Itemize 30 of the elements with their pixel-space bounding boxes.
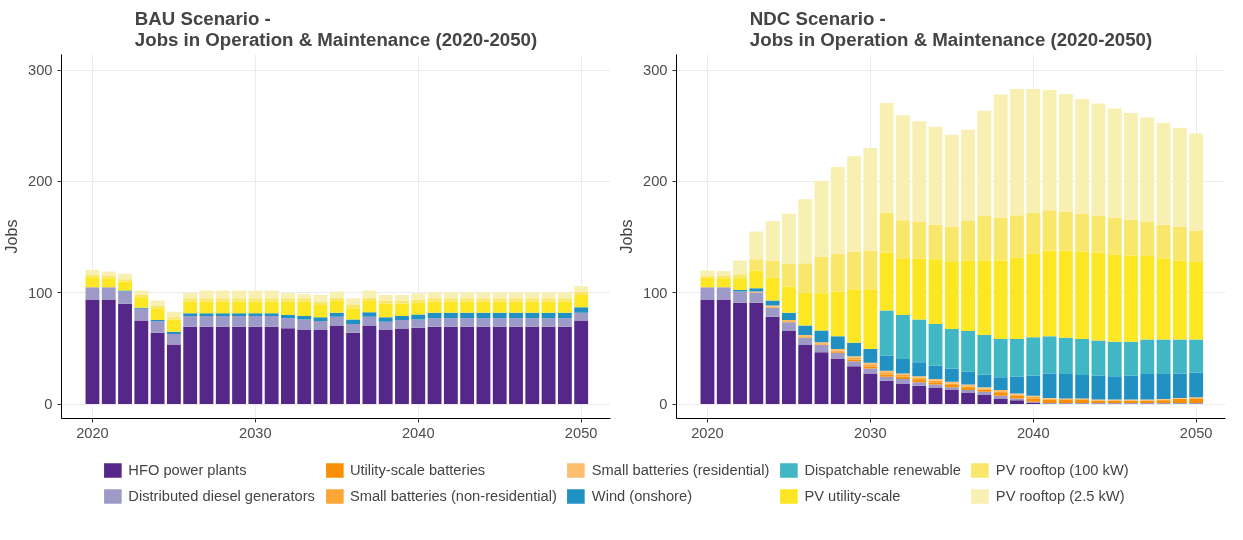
legend-label: Wind (onshore) (591, 487, 693, 504)
y-tick-label: 0 (44, 396, 53, 413)
x-tick-label: 2030 (239, 424, 272, 441)
legend-label: PV rooftop (100 kW) (995, 461, 1129, 478)
legend-label: Small batteries (non-residential) (349, 487, 557, 504)
y-tick-label: 0 (659, 396, 668, 413)
y-axis-title: Jobs (618, 219, 636, 254)
y-tick-label: 100 (643, 284, 668, 301)
x-tick-label: 2050 (1179, 424, 1213, 441)
x-tick-label: 2050 (564, 424, 598, 441)
y-tick-label: 300 (643, 62, 668, 79)
x-tick-label: 2020 (76, 424, 109, 441)
x-tick-label: 2020 (691, 424, 724, 441)
x-tick-label: 2040 (1016, 424, 1050, 441)
legend-label: Distributed diesel generators (128, 487, 315, 504)
legend-label: Utility-scale batteries (349, 461, 486, 478)
x-tick-label: 2030 (854, 424, 887, 441)
legend-label: Small batteries (residential) (591, 461, 770, 478)
legend-label: Dispatchable renewable (804, 461, 961, 478)
y-tick-label: 200 (28, 173, 53, 190)
y-axis-title: Jobs (3, 219, 21, 254)
legend-label: HFO power plants (128, 461, 247, 478)
chart-title: BAU Scenario - Jobs in Operation & Maintenance (2020-2050) (134, 7, 538, 50)
y-tick-label: 200 (643, 173, 668, 190)
y-tick-label: 300 (28, 62, 53, 79)
chart-title: NDC Scenario - Jobs in Operation & Maintenance (2020-2050) (749, 7, 1153, 50)
y-tick-label: 100 (28, 284, 53, 301)
legend-label: PV utility-scale (804, 487, 901, 504)
x-tick-label: 2040 (401, 424, 435, 441)
legend-label: PV rooftop (2.5 kW) (995, 487, 1125, 504)
